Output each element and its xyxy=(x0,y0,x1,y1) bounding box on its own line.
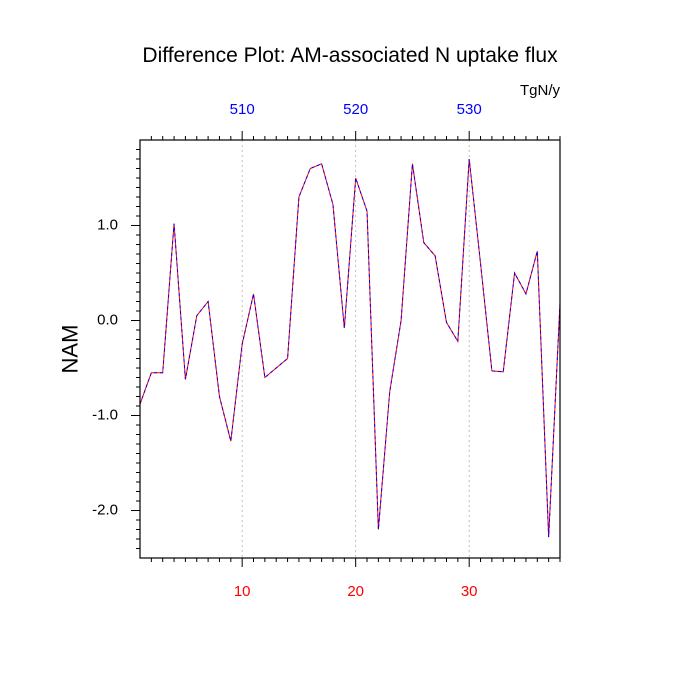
series-line-blue xyxy=(139,158,561,538)
series-lines xyxy=(139,158,561,538)
x-tick-label: 30 xyxy=(461,583,478,600)
tick-marks xyxy=(131,131,561,567)
x-top-tick-label: 530 xyxy=(457,101,482,118)
y-tick-label: -2.0 xyxy=(92,501,118,518)
grid-lines xyxy=(241,140,470,558)
units-label: TgN/y xyxy=(520,82,561,99)
y-axis-label: NAM xyxy=(58,325,83,374)
y-tick-label: 0.0 xyxy=(97,311,118,328)
plot-frame xyxy=(139,139,561,559)
x-top-tick-label: 520 xyxy=(343,101,368,118)
tick-labels: 10 20 30 510 520 530 1.0 0.0 -1.0 -2.0 xyxy=(92,101,482,600)
chart-title: Difference Plot: AM-associated N uptake … xyxy=(142,44,558,67)
series-line-red xyxy=(139,158,561,538)
x-top-tick-label: 510 xyxy=(230,101,255,118)
y-tick-label: 1.0 xyxy=(97,216,118,233)
y-tick-label: -1.0 xyxy=(92,406,118,423)
x-tick-label: 10 xyxy=(234,583,251,600)
x-tick-label: 20 xyxy=(347,583,364,600)
